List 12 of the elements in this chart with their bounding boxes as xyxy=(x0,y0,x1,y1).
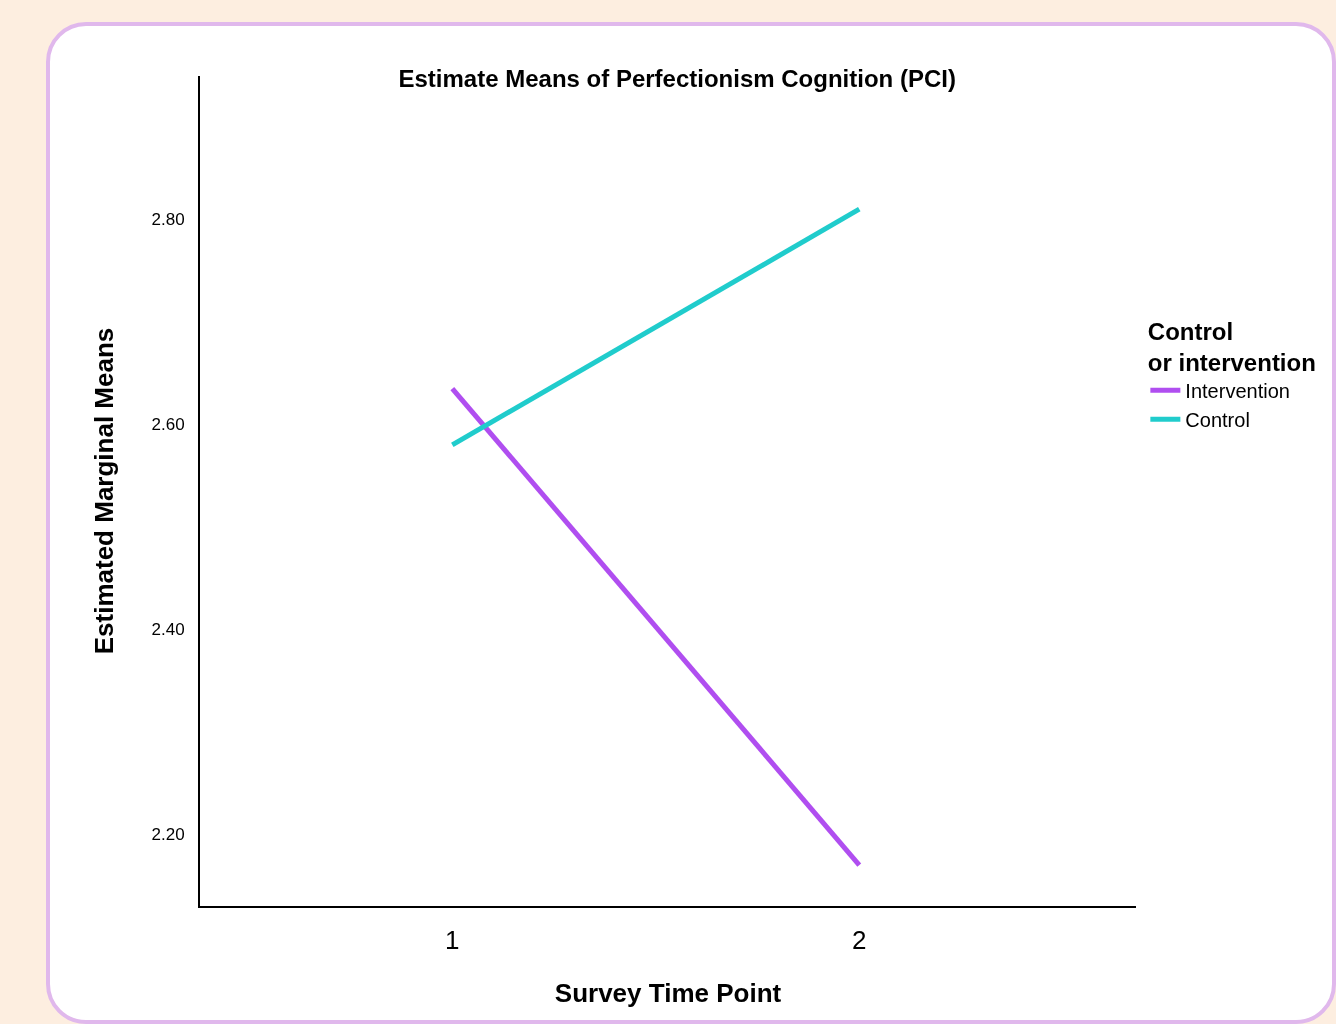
y-tick-label: 2.60 xyxy=(151,415,185,435)
y-tick-label: 2.20 xyxy=(151,825,185,845)
x-tick-label: 1 xyxy=(445,925,460,956)
legend-label: Control xyxy=(1185,409,1250,432)
x-tick-label: 2 xyxy=(852,925,867,956)
y-tick-label: 2.40 xyxy=(151,620,185,640)
chart-title: Estimate Means of Perfectionism Cognition (PCI) xyxy=(398,65,956,93)
x-axis-title: Survey Time Point xyxy=(554,978,782,1009)
legend-label: Intervention xyxy=(1185,380,1290,403)
legend-title: Control or intervention xyxy=(1147,317,1316,376)
y-tick-label: 2.80 xyxy=(151,210,185,230)
y-axis-title: Estimated Marginal Means xyxy=(89,327,120,655)
